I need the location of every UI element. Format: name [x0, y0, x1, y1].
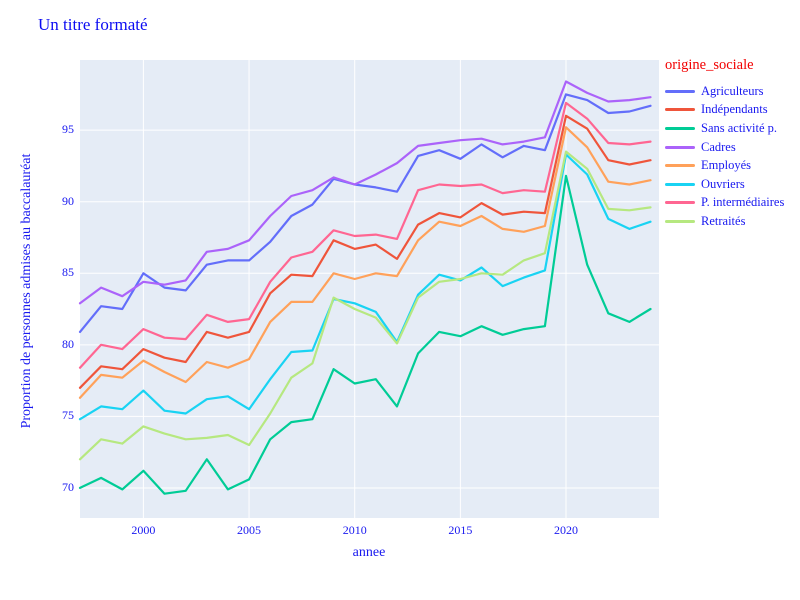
- series-line-ind-pendants[interactable]: [78, 114, 652, 389]
- x-tick-label: 2000: [131, 523, 156, 537]
- legend-item-label: P. intermédiaires: [701, 195, 785, 210]
- legend-item-label: Ouvriers: [701, 176, 745, 191]
- legend-item-agriculteurs[interactable]: Agriculteurs: [665, 82, 784, 101]
- legend-line-swatch: [665, 219, 695, 223]
- y-tick-label: 95: [62, 121, 74, 136]
- legend-item-sans-activit-p[interactable]: Sans activité p.: [665, 119, 784, 138]
- legend-line-swatch: [665, 164, 695, 168]
- chart-title: Un titre formaté: [38, 15, 148, 34]
- legend: origine_sociale Agriculteurs Indépendants…: [665, 57, 784, 231]
- series-line-cadres[interactable]: [78, 80, 652, 305]
- legend-line-swatch: [665, 108, 695, 112]
- legend-item-cadres[interactable]: Cadres: [665, 138, 784, 157]
- legend-item-employ-s[interactable]: Employés: [665, 156, 784, 175]
- series-line-retrait-s[interactable]: [78, 150, 652, 461]
- x-tick-label: 2010: [342, 523, 367, 537]
- legend-line-swatch: [665, 126, 695, 130]
- y-tick-label: 75: [62, 408, 74, 423]
- legend-item-label: Indépendants: [701, 102, 768, 117]
- y-tick-label: 85: [62, 265, 74, 279]
- legend-item-label: Agriculteurs: [701, 83, 764, 98]
- legend-item-p-interm-diaires[interactable]: P. intermédiaires: [665, 194, 784, 213]
- x-axis-title: annee: [352, 545, 386, 560]
- legend-item-label: Sans activité p.: [701, 120, 778, 135]
- legend-line-swatch: [665, 182, 695, 186]
- legend-line-swatch: [665, 201, 695, 205]
- legend-line-swatch: [665, 89, 695, 93]
- series-line-ouvriers[interactable]: [78, 153, 652, 421]
- x-tick-label: 2020: [554, 523, 579, 537]
- legend-title: origine_sociale: [665, 57, 754, 73]
- y-tick-label: 90: [62, 193, 74, 208]
- legend-items: Agriculteurs Indépendants Sans activité p.…: [665, 82, 784, 231]
- series-line-employ-s[interactable]: [78, 126, 652, 399]
- series-line-p-interm-diaires[interactable]: [78, 101, 652, 369]
- legend-item-label: Retraités: [701, 213, 746, 228]
- legend-item-label: Cadres: [701, 139, 736, 154]
- series-line-sans-activit-p[interactable]: [78, 174, 652, 495]
- legend-item-retrait-s[interactable]: Retraités: [665, 212, 784, 231]
- series-line-agriculteurs[interactable]: [78, 93, 652, 333]
- legend-item-ind-pendants[interactable]: Indépendants: [665, 101, 784, 120]
- legend-line-swatch: [665, 145, 695, 149]
- legend-item-ouvriers[interactable]: Ouvriers: [665, 175, 784, 194]
- x-tick-label: 2015: [448, 523, 473, 537]
- y-tick-label: 80: [62, 336, 74, 351]
- x-tick-label: 2005: [237, 523, 262, 537]
- y-tick-label: 70: [62, 479, 74, 494]
- legend-item-label: Employés: [701, 158, 751, 173]
